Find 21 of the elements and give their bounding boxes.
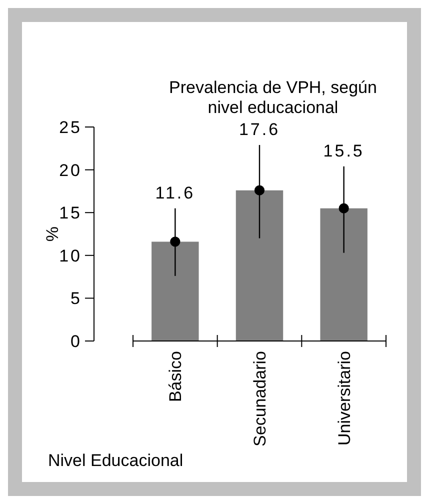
bar <box>152 242 199 341</box>
x-tick-label: Básico <box>166 351 186 402</box>
point <box>338 203 349 214</box>
chart-title: Prevalencia de VPH, según nivel educacional <box>169 78 377 117</box>
bar <box>236 190 284 341</box>
y-tick-label: 25 <box>59 118 82 137</box>
point <box>254 185 265 196</box>
bar <box>320 208 368 341</box>
data-label: 11.6 <box>155 183 196 202</box>
y-axis-title: % <box>43 226 62 242</box>
x-tick-label: Secunadario <box>250 351 270 446</box>
y-tick-label: 5 <box>70 289 82 308</box>
x-axis-title: Nivel Educacional <box>48 451 184 470</box>
y-tick-label: 0 <box>70 332 82 351</box>
data-label: 17.6 <box>238 120 280 139</box>
y-tick-label: 20 <box>59 160 82 180</box>
y-tick-label: 15 <box>59 204 82 223</box>
point <box>170 236 180 247</box>
x-tick-label: Universitario <box>334 351 354 446</box>
y-tick-label: 10 <box>59 246 82 266</box>
data-label: 15.5 <box>323 141 364 160</box>
